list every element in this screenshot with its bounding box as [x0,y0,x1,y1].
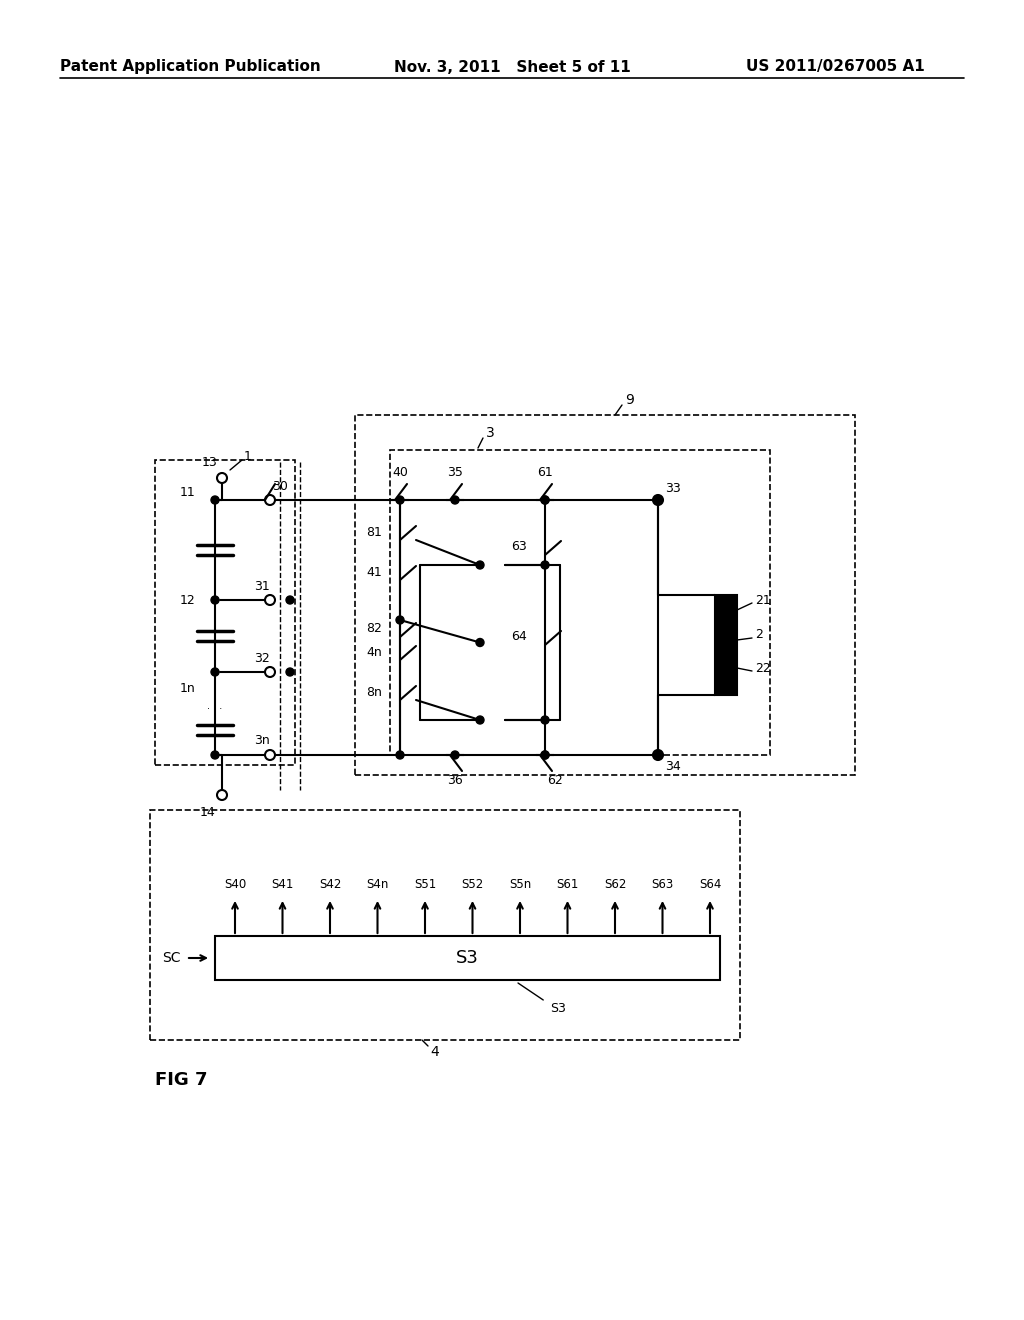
Bar [155,459,295,766]
Text: 14: 14 [200,805,216,818]
Text: S40: S40 [224,878,246,891]
Text: S61: S61 [556,878,579,891]
Text: 32: 32 [254,652,270,664]
Text: 63: 63 [511,540,527,553]
Circle shape [451,496,459,504]
Text: 13: 13 [202,455,218,469]
Text: 4n: 4n [367,645,382,659]
Text: 81: 81 [367,525,382,539]
Circle shape [286,668,294,676]
Text: 31: 31 [254,579,270,593]
Text: . . .: . . . [208,701,222,711]
Text: 1n: 1n [179,681,195,694]
Text: 34: 34 [666,760,681,774]
Circle shape [396,751,404,759]
Circle shape [541,496,549,504]
Text: S62: S62 [604,878,627,891]
Text: SC: SC [162,950,180,965]
Text: FIG 7: FIG 7 [155,1071,208,1089]
Circle shape [211,496,219,504]
Text: 40: 40 [392,466,408,479]
Circle shape [451,751,459,759]
Text: 8n: 8n [367,685,382,698]
Circle shape [654,496,662,504]
Text: 64: 64 [511,631,527,644]
Text: 9: 9 [626,393,635,407]
Text: S5n: S5n [509,878,531,891]
Text: 30: 30 [272,479,288,492]
Circle shape [396,496,404,504]
Text: 4: 4 [431,1045,439,1059]
Text: 22: 22 [755,661,771,675]
Text: 62: 62 [547,775,563,788]
Circle shape [541,561,549,569]
Text: S41: S41 [271,878,294,891]
Circle shape [211,597,219,605]
Circle shape [541,751,549,759]
Circle shape [476,561,484,569]
Circle shape [541,496,549,504]
Text: 11: 11 [179,486,195,499]
Circle shape [541,715,549,723]
Circle shape [286,597,294,605]
Circle shape [476,639,484,647]
Text: 61: 61 [538,466,553,479]
Text: S63: S63 [651,878,674,891]
Bar [715,595,737,696]
Text: S4n: S4n [367,878,389,891]
Text: 12: 12 [179,594,195,606]
Text: Nov. 3, 2011   Sheet 5 of 11: Nov. 3, 2011 Sheet 5 of 11 [393,59,631,74]
Text: 41: 41 [367,565,382,578]
Bar [390,450,770,755]
Circle shape [211,751,219,759]
Text: S3: S3 [551,1002,566,1015]
Text: S52: S52 [462,878,483,891]
Circle shape [476,715,484,723]
Bar [215,936,720,979]
Text: 2: 2 [755,628,763,642]
Text: 1: 1 [244,450,252,462]
Bar [355,414,855,775]
Text: US 2011/0267005 A1: US 2011/0267005 A1 [745,59,925,74]
Text: S3: S3 [456,949,479,968]
Text: 82: 82 [367,623,382,635]
Text: 33: 33 [666,482,681,495]
Text: S42: S42 [318,878,341,891]
Circle shape [396,616,404,624]
Text: S64: S64 [698,878,721,891]
Text: Patent Application Publication: Patent Application Publication [59,59,321,74]
Text: 35: 35 [447,466,463,479]
Circle shape [541,751,549,759]
Text: 3n: 3n [254,734,270,747]
Bar [150,810,740,1040]
Circle shape [211,668,219,676]
Text: 3: 3 [485,426,495,440]
Circle shape [654,751,662,759]
Text: 21: 21 [755,594,771,606]
Text: S51: S51 [414,878,436,891]
Text: 36: 36 [447,775,463,788]
